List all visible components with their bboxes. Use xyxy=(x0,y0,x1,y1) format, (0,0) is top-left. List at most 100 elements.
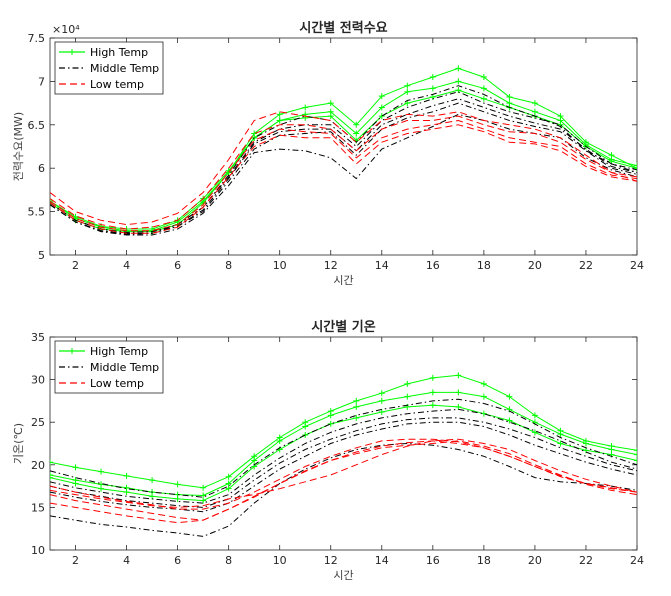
data-point-marker xyxy=(378,397,385,404)
data-point-marker xyxy=(353,414,360,421)
data-point-marker xyxy=(455,389,462,396)
series-line-2 xyxy=(50,89,637,230)
data-point-marker xyxy=(149,477,156,484)
y-tick-label: 30 xyxy=(31,374,45,387)
data-point-marker xyxy=(531,412,538,419)
series-line-8 xyxy=(50,111,637,226)
data-point-marker xyxy=(608,158,615,165)
data-point-marker xyxy=(404,393,411,400)
y-axis-label: 전력수요(MW) xyxy=(12,112,25,181)
data-point-marker xyxy=(72,464,79,471)
x-tick-label: 6 xyxy=(174,259,181,272)
data-point-marker xyxy=(480,95,487,102)
data-point-marker xyxy=(225,485,232,492)
y-tick-label: 25 xyxy=(31,416,45,429)
x-tick-label: 24 xyxy=(630,259,644,272)
y-tick-label: 5.5 xyxy=(28,206,46,219)
legend: High Temp Middle Temp Low temp xyxy=(54,41,164,95)
series-line-3 xyxy=(50,398,637,498)
chart-title: 시간별 기온 xyxy=(311,319,375,335)
data-point-marker xyxy=(404,88,411,95)
data-point-marker xyxy=(200,484,207,491)
y-tick-label: 6.5 xyxy=(28,119,46,132)
y-tick-label: 7 xyxy=(38,75,45,88)
data-point-marker xyxy=(404,380,411,387)
series-line-5 xyxy=(50,417,637,508)
data-point-marker xyxy=(480,380,487,387)
data-point-marker xyxy=(506,393,513,400)
data-point-marker xyxy=(531,100,538,107)
data-point-marker xyxy=(98,485,105,492)
data-point-marker xyxy=(200,492,207,499)
x-tick-label: 18 xyxy=(477,554,491,567)
data-point-marker xyxy=(327,420,334,427)
data-point-marker xyxy=(378,104,385,111)
series-line-0 xyxy=(50,374,637,489)
y-tick-label: 6 xyxy=(38,162,45,175)
data-point-marker xyxy=(480,393,487,400)
data-point-marker xyxy=(480,85,487,92)
data-point-marker xyxy=(353,130,360,137)
data-point-marker xyxy=(225,480,232,487)
data-point-marker xyxy=(634,451,637,458)
data-point-marker xyxy=(327,100,334,107)
x-tick-label: 20 xyxy=(528,554,542,567)
series-line-2 xyxy=(50,404,637,502)
x-tick-label: 6 xyxy=(174,554,181,567)
data-point-marker xyxy=(276,437,283,444)
legend-box xyxy=(54,41,164,95)
data-point-marker xyxy=(302,104,309,111)
data-point-marker xyxy=(378,93,385,100)
chart-temperature: 시간별 기온2 4 6 8 10 12 14 16 18 20 22 24101520253035시간… xyxy=(12,319,644,582)
data-point-marker xyxy=(302,423,309,430)
x-tick-label: 10 xyxy=(273,259,287,272)
data-point-marker xyxy=(378,390,385,397)
data-point-marker xyxy=(557,440,564,447)
data-point-marker xyxy=(455,372,462,379)
data-point-marker xyxy=(225,473,232,480)
series-line-4 xyxy=(50,408,637,504)
data-point-marker xyxy=(455,87,462,94)
data-point-marker xyxy=(149,225,156,232)
data-point-marker xyxy=(634,447,637,454)
series-line-9 xyxy=(50,115,637,230)
data-point-marker xyxy=(50,198,53,205)
x-tick-label: 24 xyxy=(630,554,644,567)
series-line-6 xyxy=(50,421,637,513)
data-point-marker xyxy=(634,165,637,172)
series-line-7 xyxy=(50,113,637,236)
series-line-10 xyxy=(50,440,637,524)
legend-marker xyxy=(69,49,75,55)
data-point-marker xyxy=(582,440,589,447)
legend-marker xyxy=(69,348,75,354)
data-point-marker xyxy=(353,403,360,410)
data-point-marker xyxy=(50,459,53,466)
x-axis-label: 시간 xyxy=(333,274,353,287)
data-point-marker xyxy=(404,82,411,89)
data-point-marker xyxy=(429,389,436,396)
data-point-marker xyxy=(174,481,181,488)
data-point-marker xyxy=(353,121,360,128)
data-point-marker xyxy=(378,113,385,120)
series-line-10 xyxy=(50,120,637,232)
data-point-marker xyxy=(531,429,538,436)
data-point-marker xyxy=(455,78,462,85)
data-point-marker xyxy=(506,94,513,101)
y-tick-label: 7.5 xyxy=(28,32,46,45)
data-point-marker xyxy=(455,65,462,72)
x-tick-label: 2 xyxy=(72,259,79,272)
y-tick-label: 35 xyxy=(31,331,45,344)
series-line-11 xyxy=(50,124,637,234)
x-tick-label: 20 xyxy=(528,259,542,272)
data-point-marker xyxy=(327,412,334,419)
data-point-marker xyxy=(123,489,130,496)
x-tick-label: 18 xyxy=(477,259,491,272)
x-axis-label: 시간 xyxy=(333,569,353,582)
data-point-marker xyxy=(149,493,156,500)
series-group xyxy=(50,65,637,236)
data-point-marker xyxy=(276,117,283,124)
x-tick-label: 16 xyxy=(426,554,440,567)
x-tick-label: 2 xyxy=(72,554,79,567)
x-tick-label: 14 xyxy=(375,554,389,567)
